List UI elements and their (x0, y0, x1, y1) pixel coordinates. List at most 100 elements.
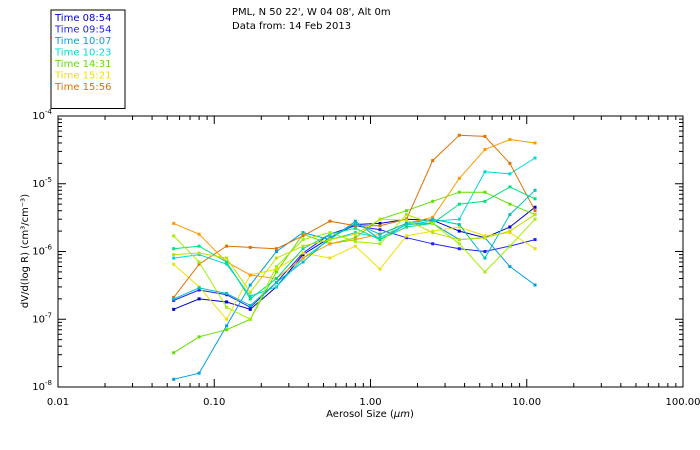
data-point (225, 324, 229, 328)
data-point (197, 253, 201, 257)
data-point (274, 285, 278, 289)
data-point (378, 228, 382, 232)
data-point (197, 371, 201, 375)
data-point (483, 236, 487, 240)
y-tick-label: 10-4 (32, 108, 52, 122)
data-point (197, 244, 201, 248)
data-point (197, 260, 201, 264)
legend-entry: Time 14:31 (54, 59, 111, 70)
data-point (172, 307, 176, 311)
x-tick-label: 100.00 (666, 397, 700, 408)
data-point (274, 265, 278, 269)
data-point (431, 229, 435, 233)
x-tick-label: 0.10 (203, 397, 225, 408)
data-point (405, 234, 409, 238)
data-point (483, 190, 487, 194)
data-point (248, 307, 252, 311)
data-point (533, 283, 537, 287)
data-point (353, 240, 357, 244)
y-axis-label: dV/d(log R) (cm³/cm⁻³) (20, 194, 31, 308)
data-point (533, 205, 537, 209)
data-point (172, 377, 176, 381)
data-point (248, 303, 252, 307)
data-point (405, 221, 409, 225)
y-tick-label: 10-8 (32, 379, 52, 393)
data-point (274, 250, 278, 253)
data-point (274, 267, 278, 271)
data-point (301, 253, 305, 257)
data-point (483, 250, 487, 253)
data-point (457, 242, 461, 246)
data-point (483, 234, 487, 238)
data-point (405, 209, 409, 213)
data-point (533, 209, 537, 213)
series-layer (172, 133, 537, 381)
data-point (483, 170, 487, 174)
data-point (431, 231, 435, 235)
data-point (378, 224, 382, 228)
data-point (431, 159, 435, 163)
data-point (508, 225, 512, 229)
data-point (248, 317, 252, 321)
data-point (301, 256, 305, 260)
x-axis-label: Aerosol Size (μm) (326, 409, 414, 420)
data-point (328, 242, 332, 246)
data-point (353, 238, 357, 242)
legend-box (50, 9, 126, 109)
data-point (405, 213, 409, 217)
y-tick-label: 10-5 (32, 176, 52, 190)
data-point (225, 244, 229, 248)
data-point (274, 256, 278, 260)
data-point (301, 234, 305, 238)
data-point (248, 297, 252, 301)
data-point (457, 133, 461, 137)
series-line (173, 214, 536, 320)
data-point (378, 217, 382, 221)
data-point (172, 221, 176, 225)
data-point (225, 256, 229, 260)
data-point (353, 236, 357, 240)
data-point (248, 245, 252, 249)
data-point (431, 219, 435, 223)
x-tick-label: 10.00 (512, 397, 541, 408)
data-point (301, 238, 305, 242)
header-location: PML, N 50 22', W 04 08', Alt 0m (232, 7, 391, 18)
series-line (173, 134, 536, 298)
data-point (483, 199, 487, 203)
legend-entry: Time 10:07 (54, 36, 111, 47)
y-tick-label: 10-6 (32, 244, 52, 258)
data-point (248, 290, 252, 294)
data-point (353, 219, 357, 223)
data-point (508, 265, 512, 269)
data-point (533, 197, 537, 201)
data-point (533, 238, 537, 242)
data-point (533, 156, 537, 160)
data-point (533, 188, 537, 192)
data-point (457, 202, 461, 206)
x-tick-label: 1.00 (359, 397, 381, 408)
data-point (405, 218, 409, 222)
plot-frame (57, 115, 684, 388)
data-point (378, 267, 382, 271)
data-point (431, 215, 435, 219)
data-point (378, 236, 382, 240)
data-point (405, 225, 409, 229)
data-point (533, 213, 537, 217)
data-point (405, 236, 409, 240)
data-point (274, 280, 278, 284)
data-point (225, 260, 229, 264)
data-point (431, 242, 435, 246)
data-point (225, 291, 229, 295)
data-point (508, 231, 512, 235)
data-point (274, 270, 278, 274)
data-point (172, 351, 176, 355)
data-point (248, 283, 252, 287)
data-point (197, 288, 201, 292)
legend-entry: Time 15:21 (54, 71, 111, 82)
data-point (248, 273, 252, 277)
data-point (457, 223, 461, 227)
data-point (431, 217, 435, 221)
data-point (197, 286, 201, 290)
data-point (508, 161, 512, 165)
